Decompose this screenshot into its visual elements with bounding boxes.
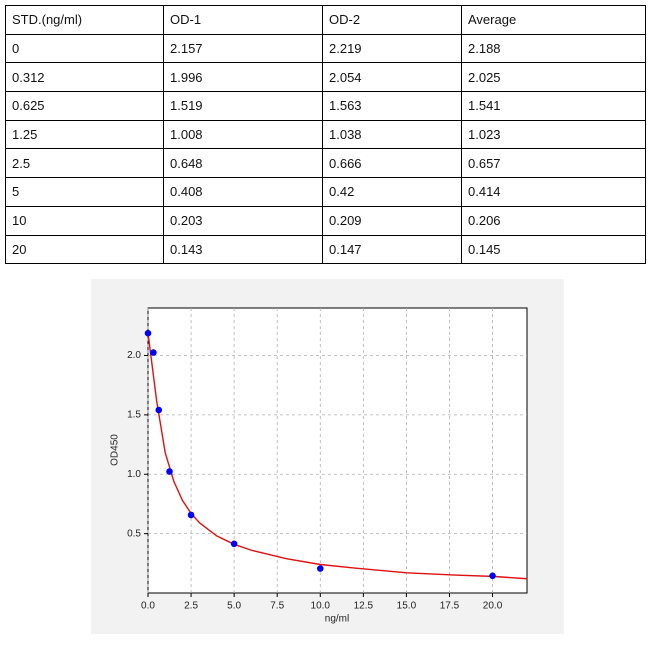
table-row: 10 0.203 0.209 0.206 — [5, 205, 646, 236]
table-row: 20 0.143 0.147 0.145 — [5, 234, 646, 265]
y-tick-label: 1.0 — [127, 469, 141, 480]
y-tick-label: 2.0 — [127, 350, 141, 361]
x-tick-label: 17.5 — [440, 601, 460, 612]
table-cell: 0.648 — [163, 148, 323, 179]
table-cell: 20 — [5, 234, 164, 265]
chart: ng/ml OD450 0.0 2.5 5.0 7.5 10.0 12.5 15.0 17.5… — [91, 279, 564, 634]
x-tick-label: 15.0 — [397, 601, 417, 612]
table-cell: 0.414 — [461, 177, 646, 207]
data-point — [230, 540, 238, 548]
x-tick-label: 0.0 — [141, 601, 155, 612]
table-cell: 2.054 — [322, 62, 462, 93]
x-tick-label: 20.0 — [483, 601, 503, 612]
plot-area — [147, 307, 528, 594]
table-cell: OD-2 — [322, 5, 462, 35]
x-tick-label: 10.0 — [311, 601, 331, 612]
table-cell: 2.219 — [322, 33, 462, 64]
table-cell: 1.563 — [322, 91, 462, 121]
data-point — [489, 572, 496, 580]
table-row: STD.(ng/ml) OD-1 OD-2 Average — [5, 5, 646, 35]
data-point — [187, 511, 195, 519]
table-cell: 0.625 — [5, 91, 164, 121]
table-cell: 1.541 — [461, 91, 646, 121]
data-point — [144, 329, 152, 337]
table-row: 2.5 0.648 0.666 0.657 — [5, 148, 646, 179]
table-cell: 1.25 — [5, 119, 164, 150]
table-row: 0 2.157 2.219 2.188 — [5, 33, 646, 64]
table-row: 0.625 1.519 1.563 1.541 — [5, 91, 646, 121]
table-cell: 2.025 — [461, 62, 646, 93]
x-tick-label: 7.5 — [270, 601, 284, 612]
table-cell: 1.519 — [163, 91, 323, 121]
x-tick-label: 2.5 — [184, 601, 198, 612]
y-axis-label: OD450 — [110, 434, 121, 466]
y-tick-label: 0.5 — [127, 528, 141, 539]
table-cell: 0.666 — [322, 148, 462, 179]
table-cell: 1.038 — [322, 119, 462, 150]
table-cell: 0 — [5, 33, 164, 64]
table-cell: 0.657 — [461, 148, 646, 179]
table-cell: 0.206 — [461, 205, 646, 236]
table-row: 1.25 1.008 1.038 1.023 — [5, 119, 646, 150]
table-cell: 2.157 — [163, 33, 323, 64]
table-cell: 1.996 — [163, 62, 323, 93]
data-point — [316, 565, 324, 572]
od-table: STD.(ng/ml) OD-1 OD-2 Average 0 2.157 2.219 2.1… — [5, 5, 646, 265]
data-point — [166, 468, 173, 475]
table-cell: 0.408 — [163, 177, 323, 207]
table-cell: 0.203 — [163, 205, 323, 236]
table-cell: 1.023 — [461, 119, 646, 150]
table-cell: 0.209 — [322, 205, 462, 236]
table-cell: OD-1 — [163, 5, 323, 35]
table-cell: 0.147 — [322, 234, 462, 265]
table-cell: 1.008 — [163, 119, 323, 150]
table-cell: 0.42 — [322, 177, 462, 207]
y-tick-label: 1.5 — [127, 410, 141, 421]
table-row: 5 0.408 0.42 0.414 — [5, 177, 646, 207]
table-cell: 0.312 — [5, 62, 164, 93]
data-point — [150, 349, 157, 356]
x-tick-label: 12.5 — [354, 601, 374, 612]
data-point — [155, 406, 163, 414]
table-cell: 5 — [5, 177, 164, 207]
x-tick-label: 5.0 — [227, 601, 241, 612]
table-cell: Average — [461, 5, 646, 35]
table-cell: 2.5 — [5, 148, 164, 179]
x-axis-label: ng/ml — [325, 614, 349, 625]
table-cell: 0.143 — [163, 234, 323, 265]
table-cell: 0.145 — [461, 234, 646, 265]
table-cell: STD.(ng/ml) — [5, 5, 164, 35]
table-cell: 2.188 — [461, 33, 646, 64]
table-row: 0.312 1.996 2.054 2.025 — [5, 62, 646, 93]
table-cell: 10 — [5, 205, 164, 236]
